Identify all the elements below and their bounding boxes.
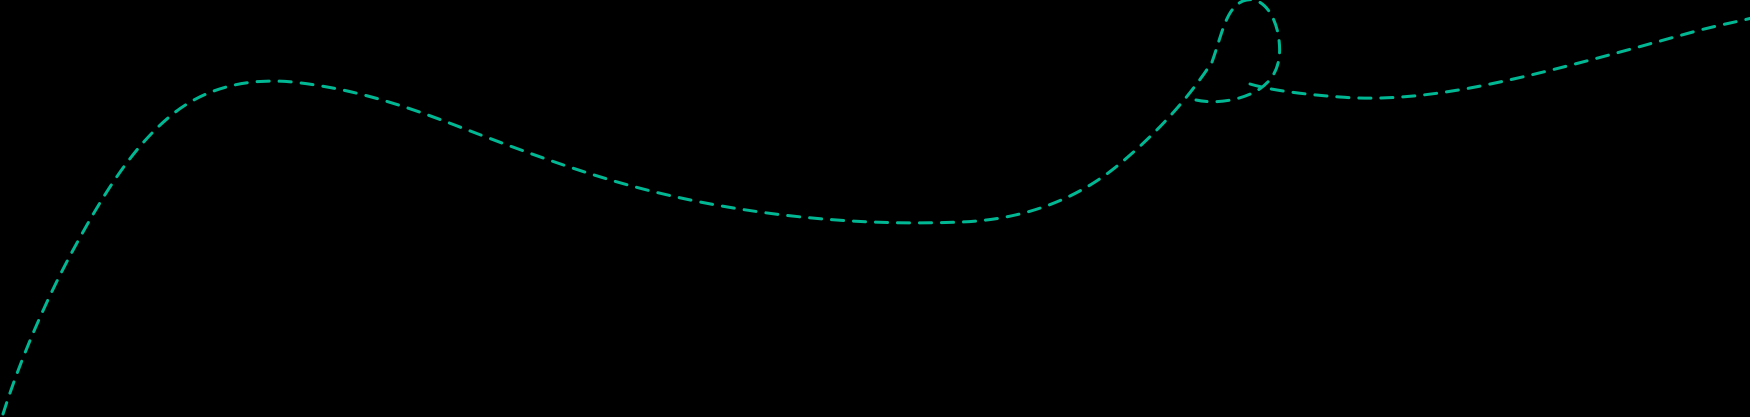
main-curve-path — [1, 60, 1214, 416]
tail-curve-path — [1248, 16, 1750, 100]
loop-curve-path — [1194, 0, 1282, 104]
